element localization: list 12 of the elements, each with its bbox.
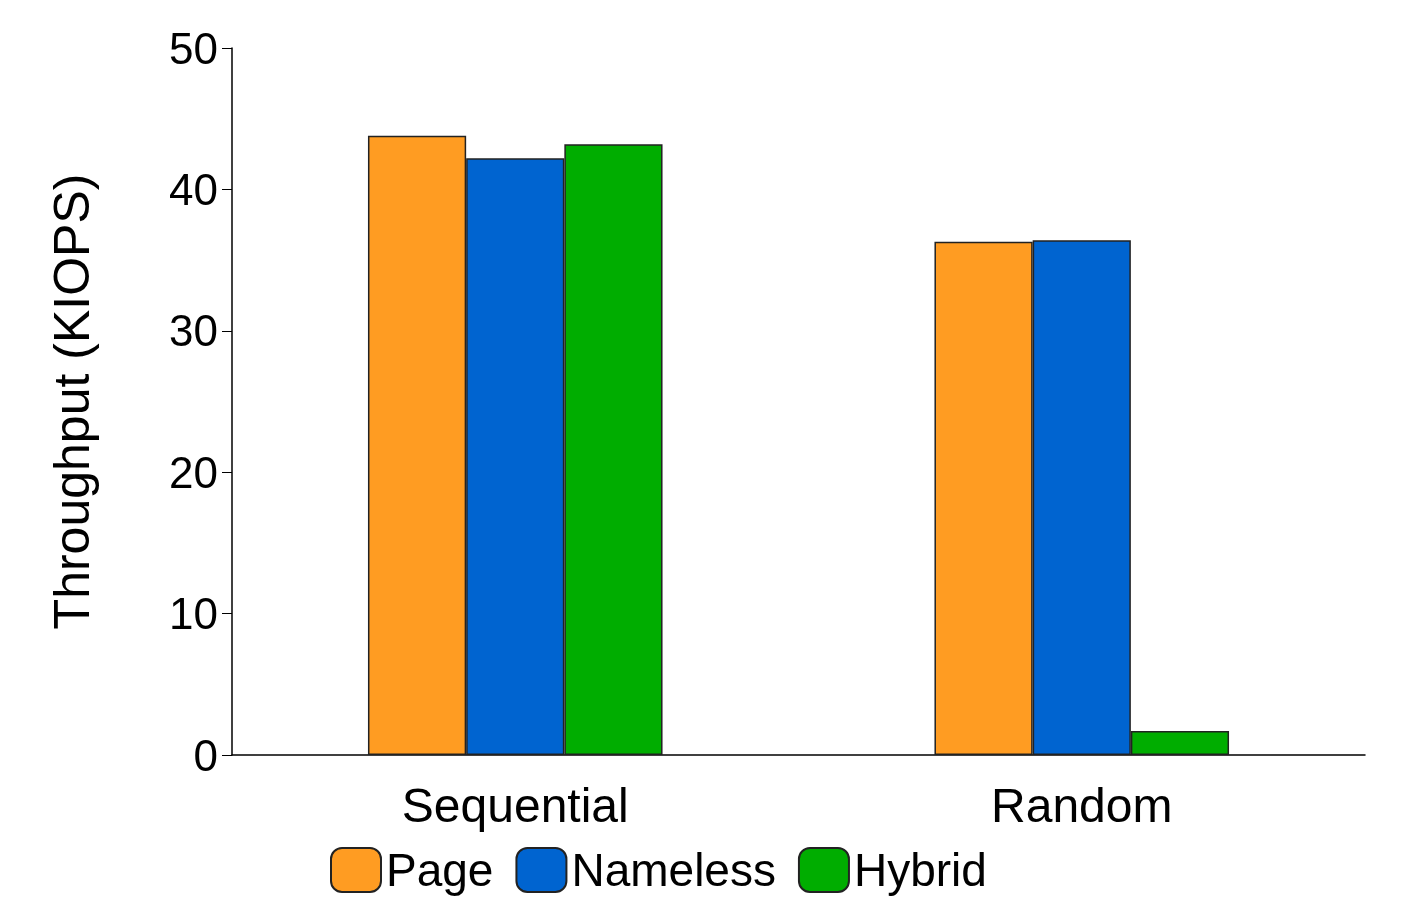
- legend-label: Page: [386, 844, 494, 896]
- legend-label: Nameless: [571, 844, 776, 896]
- y-tick-label: 50: [169, 23, 218, 73]
- y-tick-label: 10: [169, 589, 218, 639]
- y-tick-label: 20: [169, 447, 218, 497]
- y-tick-label: 40: [169, 164, 218, 214]
- x-tick-label: Random: [991, 778, 1173, 832]
- y-tick-label: 0: [193, 730, 218, 780]
- legend-label: Hybrid: [853, 844, 987, 896]
- y-axis-title: Throughput (KIOPS): [44, 173, 100, 630]
- x-tick-label: Sequential: [401, 778, 629, 832]
- y-tick-label: 30: [169, 306, 218, 356]
